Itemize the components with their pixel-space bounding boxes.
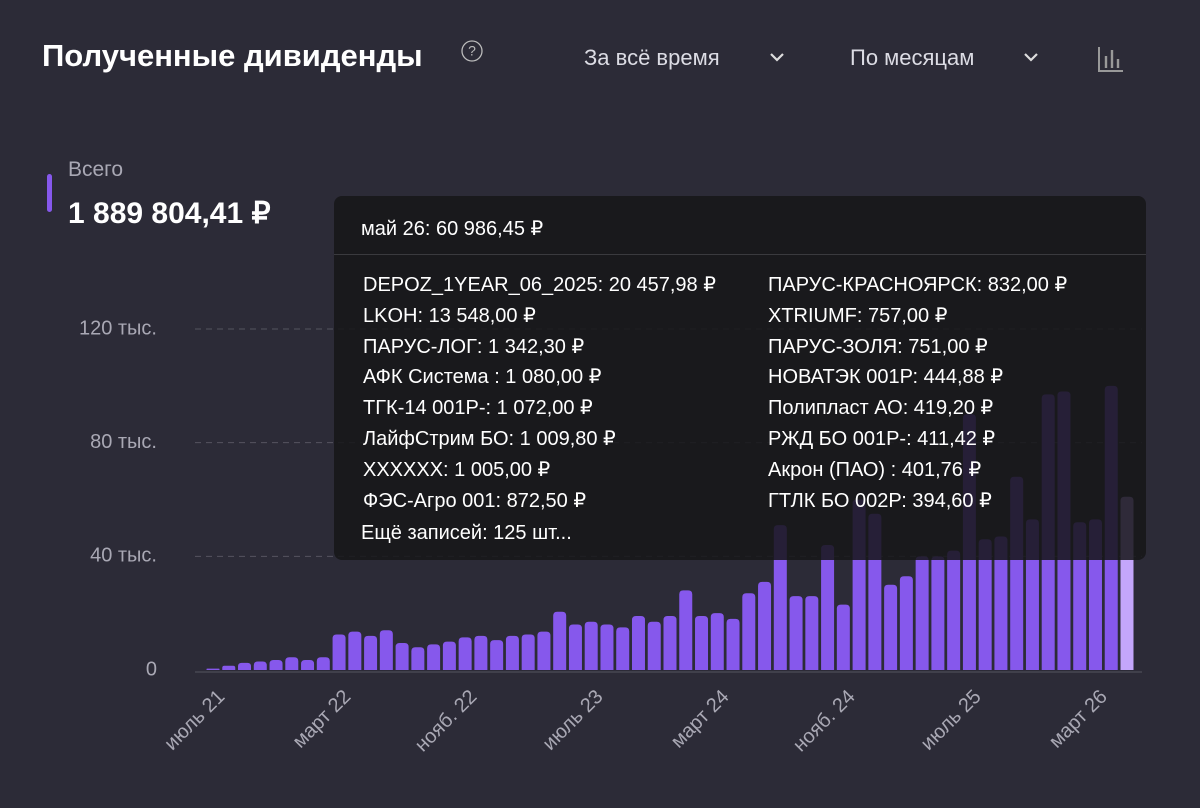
bar <box>505 635 519 670</box>
chart-icon[interactable] <box>1096 44 1126 74</box>
bar <box>332 634 346 670</box>
bar <box>364 635 378 670</box>
bar <box>679 590 693 670</box>
total-marker <box>47 174 52 212</box>
bar <box>427 644 441 670</box>
x-tick-label: июль 21 <box>160 686 229 755</box>
bar <box>442 641 456 670</box>
bar <box>584 621 598 670</box>
tooltip-item: Акрон (ПАО) : 401,76 ₽ <box>768 458 982 481</box>
bar <box>600 624 614 670</box>
bar <box>568 624 582 670</box>
bar <box>978 539 992 670</box>
bar <box>301 660 315 670</box>
bar <box>490 640 504 670</box>
tooltip-item: АФК Система : 1 080,00 ₽ <box>363 366 602 389</box>
bar <box>836 604 850 670</box>
tooltip-item: LKOH: 13 548,00 ₽ <box>363 304 536 327</box>
bar <box>521 634 535 670</box>
tooltip-item: ФЭС-Агро 001: 872,50 ₽ <box>363 489 587 512</box>
tooltip-item: ПАРУС-ЛОГ: 1 342,30 ₽ <box>363 335 585 358</box>
bar <box>631 616 645 670</box>
x-tick-label: июль 25 <box>917 686 986 755</box>
tooltip-item: ГТЛК БО 002Р: 394,60 ₽ <box>768 489 992 512</box>
tooltip-item: ТГК-14 001Р-: 1 072,00 ₽ <box>363 397 593 420</box>
y-tick-label: 40 тыс. <box>90 545 157 567</box>
bar <box>458 637 472 670</box>
tooltip-item: DEPOZ_1YEAR_06_2025: 20 457,98 ₽ <box>363 274 716 296</box>
bar <box>553 611 567 670</box>
bar <box>616 627 630 670</box>
bar <box>395 643 409 670</box>
bar <box>663 616 677 670</box>
bar <box>474 635 488 670</box>
y-tick-label: 80 тыс. <box>90 431 157 453</box>
bar <box>222 665 236 670</box>
total-label: Всего <box>68 158 124 181</box>
help-icon[interactable]: ? <box>460 40 484 64</box>
period-select[interactable]: За всё время <box>584 45 720 70</box>
svg-text:?: ? <box>468 43 476 59</box>
tooltip-item: НОВАТЭК 001Р: 444,88 ₽ <box>768 366 1004 389</box>
bar <box>899 576 913 670</box>
bar <box>206 668 220 670</box>
tooltip-more: Ещё записей: 125 шт... <box>361 522 572 544</box>
bar <box>647 621 661 670</box>
tooltip: май 26: 60 986,45 ₽ Ещё записей: 125 шт.… <box>334 196 1146 560</box>
x-tick-label: нояб. 22 <box>411 686 482 757</box>
bar <box>710 613 724 670</box>
y-tick-label: 0 <box>146 658 157 680</box>
bar <box>316 657 330 670</box>
bar <box>379 630 393 670</box>
grouping-select[interactable]: По месяцам <box>850 45 975 70</box>
bar <box>726 618 740 670</box>
tooltip-divider <box>334 254 1146 255</box>
chevron <box>770 53 784 62</box>
bar <box>537 631 551 670</box>
tooltip-item: ПАРУС-КРАСНОЯРСК: 832,00 ₽ <box>768 274 1068 296</box>
tooltip-item: XTRIUMF: 757,00 ₽ <box>768 304 948 327</box>
bar <box>805 596 819 670</box>
bar <box>348 631 362 670</box>
chevron <box>1024 53 1038 62</box>
bar <box>269 660 283 670</box>
tooltip-item: ЛайфСтрим БО: 1 009,80 ₽ <box>363 428 616 450</box>
x-tick-label: март 26 <box>1045 686 1112 753</box>
bar <box>931 556 945 670</box>
y-tick-label: 120 тыс. <box>79 317 157 339</box>
bar <box>238 662 252 670</box>
x-tick-label: июль 23 <box>538 686 607 755</box>
bar <box>758 581 772 670</box>
bar <box>789 596 803 670</box>
bar <box>773 525 787 670</box>
x-tick-label: март 22 <box>288 686 355 753</box>
bar <box>742 593 756 670</box>
tooltip-item: XXXXXX: 1 005,00 ₽ <box>363 458 551 481</box>
tooltip-item: ПАРУС-ЗОЛЯ: 751,00 ₽ <box>768 335 988 358</box>
page-title: Полученные дивиденды <box>42 38 423 73</box>
tooltip-item: Полипласт АО: 419,20 ₽ <box>768 397 994 420</box>
bar <box>285 657 299 670</box>
x-tick-label: март 24 <box>667 686 734 753</box>
bar <box>915 556 929 670</box>
bar <box>821 544 835 670</box>
x-tick-label: нояб. 24 <box>789 686 860 757</box>
bar <box>411 647 425 670</box>
bar <box>253 661 267 670</box>
bar <box>695 616 709 670</box>
bar <box>994 536 1008 670</box>
tooltip-item: РЖД БО 001Р-: 411,42 ₽ <box>768 428 996 450</box>
total-value: 1 889 804,41 ₽ <box>68 197 271 230</box>
bar <box>947 550 961 670</box>
tooltip-title: май 26: 60 986,45 ₽ <box>361 218 544 240</box>
bar <box>884 584 898 670</box>
